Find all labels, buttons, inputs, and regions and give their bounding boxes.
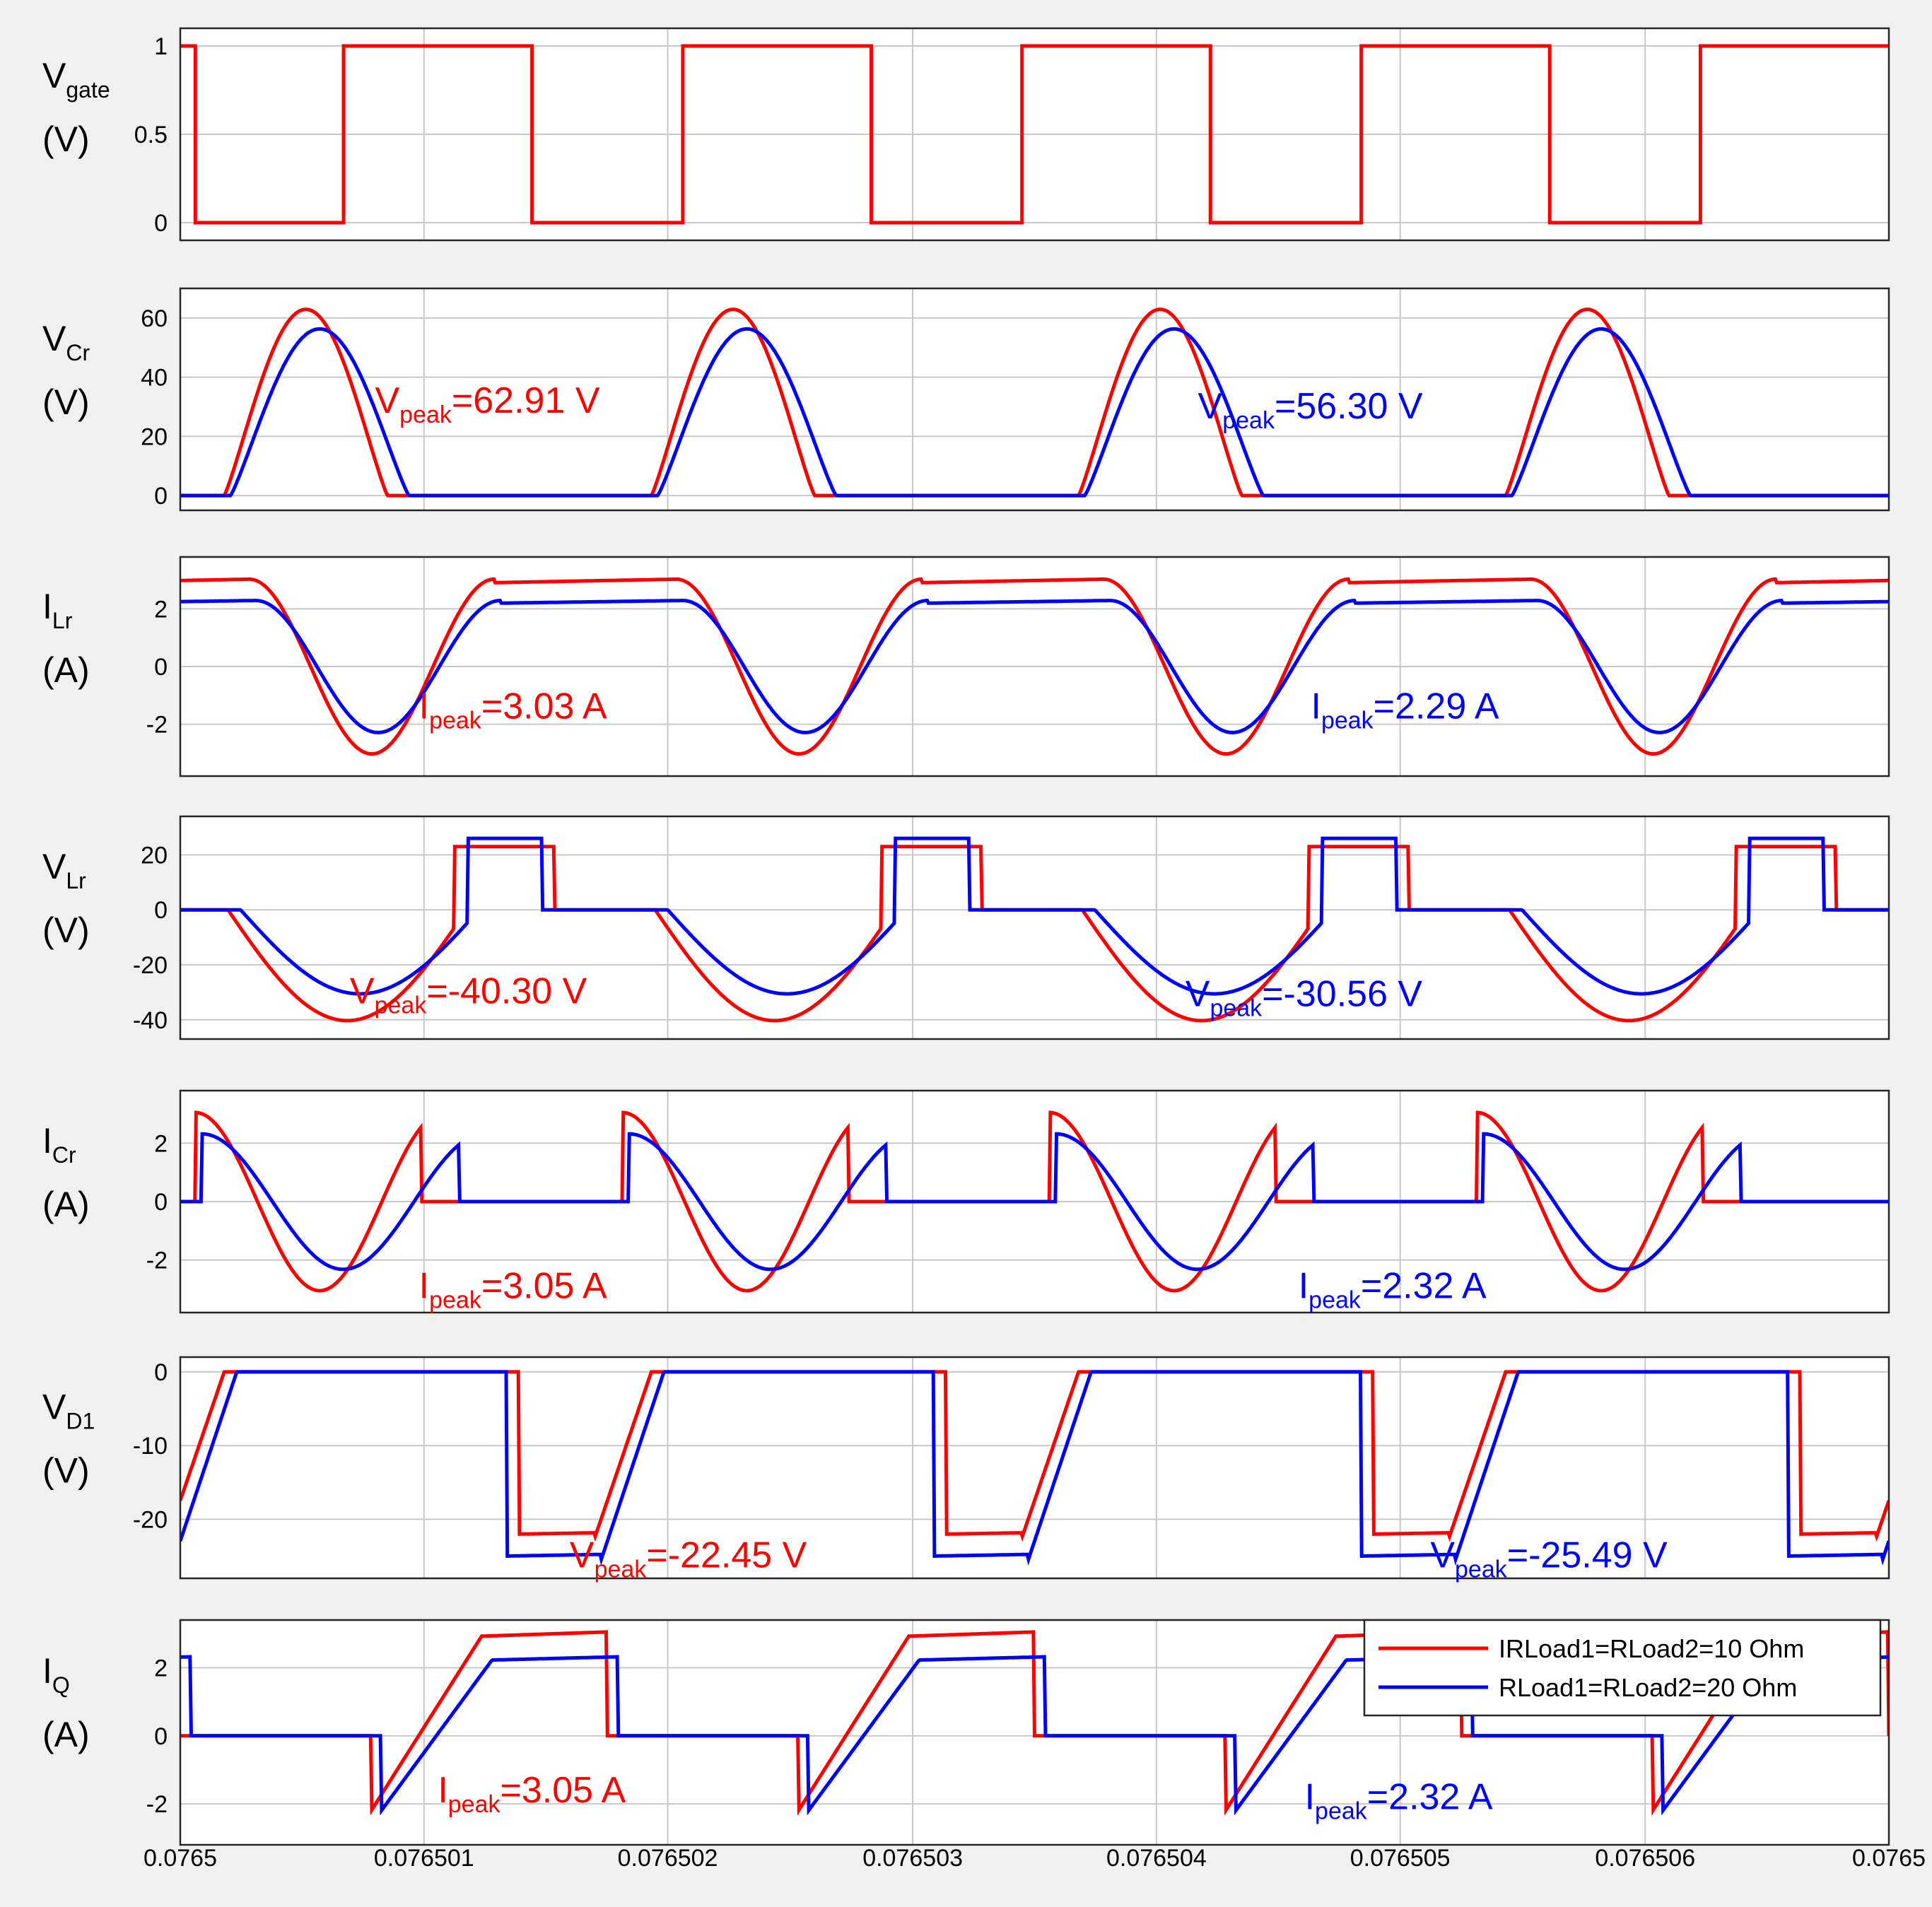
panel-ilr: -2 0 2 ILr (A) Ipeak=3.03 A Ipeak=2.29 A	[42, 556, 1890, 778]
frame-icr	[179, 1089, 1890, 1314]
ylabel-unit-vd1: (V)	[42, 1451, 90, 1491]
legend-box	[1363, 1619, 1882, 1717]
panel-vd1: -20 -10 0 VD1 (V) Vpeak=-22.45 V Vpeak=-25.49 …	[42, 1356, 1890, 1583]
xtick-label: 0.076502	[618, 1845, 718, 1872]
legend-label-1: RLoad1=RLoad2=20 Ohm	[1499, 1673, 1797, 1702]
ytick-label-vgate: 1	[154, 33, 168, 60]
ylabel-icr: ICr	[42, 1121, 76, 1168]
ytick-label-vlr: -40	[133, 1007, 168, 1034]
ytick-label-vd1: 0	[154, 1359, 168, 1386]
panel-vcr: 0 20 40 60 VCr (V) Vpeak=62.91 V Vpeak=56.30 V	[42, 287, 1890, 512]
ytick-label-vgate: 0	[154, 210, 168, 237]
series-line-vgate	[180, 44, 1889, 225]
frame-vcr	[179, 287, 1890, 512]
ytick-label-vgate: 0.5	[134, 122, 168, 148]
ylabel-unit-ilr: (A)	[42, 650, 90, 690]
xtick-label: 0.0765	[144, 1845, 217, 1872]
series-line-blue-ilr	[180, 599, 1889, 734]
series-line-blue-vcr	[180, 327, 1889, 498]
panel-icr: -2 0 2 ICr (A) Ipeak=3.05 A Ipeak=2.32 A	[42, 1089, 1890, 1314]
xtick-label: 0.076504	[1106, 1845, 1207, 1872]
series-line-blue-vlr	[180, 836, 1889, 996]
xtick-label: 0.076503	[862, 1845, 963, 1872]
series-line-blue-iq	[180, 1655, 1889, 1816]
ytick-label-ilr: 0	[154, 654, 168, 681]
ylabel-unit-icr: (A)	[42, 1185, 90, 1224]
frame-ilr	[179, 556, 1890, 778]
legend: IRLoad1=RLoad2=10 Ohm RLoad1=RLoad2=20 Oh…	[1363, 1619, 1882, 1717]
frame-iq	[179, 1619, 1890, 1846]
ytick-label-icr: 0	[154, 1189, 168, 1216]
ylabel-unit-iq: (A)	[42, 1715, 90, 1754]
ytick-label-vlr: 20	[141, 842, 168, 869]
annotation-vcr-0: Vpeak=62.91 V	[375, 380, 599, 428]
annotation-ilr-1: Ipeak=2.29 A	[1311, 686, 1499, 734]
ylabel-iq: IQ	[42, 1651, 70, 1698]
ytick-label-vd1: -10	[133, 1433, 168, 1460]
ytick-label-vcr: 20	[141, 423, 168, 450]
ytick-label-iq: -2	[146, 1791, 168, 1818]
annotation-icr-1: Ipeak=2.32 A	[1299, 1265, 1487, 1313]
ytick-label-ilr: -2	[146, 712, 168, 739]
ylabel-vd1: VD1	[42, 1387, 95, 1434]
x-axis: 0.0765 0.076501 0.076502 0.076503 0.076504 0.…	[144, 1845, 1926, 1872]
annotation-vd1-0: Vpeak=-22.45 V	[570, 1535, 807, 1583]
ylabel-unit-vcr: (V)	[42, 382, 90, 422]
ylabel-vcr: VCr	[42, 319, 90, 365]
annotation-vlr-0: Vpeak=-40.30 V	[350, 970, 587, 1019]
ytick-label-icr: 2	[154, 1130, 168, 1157]
annotation-icr-0: Ipeak=3.05 A	[419, 1265, 607, 1313]
series-line-blue-icr	[180, 1132, 1889, 1272]
xtick-label: 0.076505	[1350, 1845, 1451, 1872]
ylabel-unit-vlr: (V)	[42, 910, 90, 950]
annotation-vd1-1: Vpeak=-25.49 V	[1430, 1535, 1668, 1583]
ylabel-vgate: Vgate	[42, 56, 110, 102]
xtick-label: 0.076506	[1595, 1845, 1695, 1872]
annotation-vlr-1: Vpeak=-30.56 V	[1185, 973, 1423, 1021]
ylabel-vlr: VLr	[42, 847, 86, 893]
ytick-label-vd1: -20	[133, 1507, 168, 1534]
plot-area-vcr	[180, 288, 1889, 510]
ytick-label-vlr: 0	[154, 897, 168, 924]
frame-vgate	[179, 27, 1890, 242]
series-line-red-ilr	[180, 577, 1889, 756]
annotation-iq-1: Ipeak=2.32 A	[1305, 1776, 1493, 1824]
ytick-label-iq: 0	[154, 1723, 168, 1750]
frame-vlr	[179, 815, 1890, 1040]
annotation-ilr-0: Ipeak=3.03 A	[419, 686, 607, 734]
ylabel-unit-vgate: (V)	[42, 119, 90, 159]
frame-vd1	[179, 1356, 1890, 1580]
ytick-label-ilr: 2	[154, 596, 168, 623]
panel-vgate: 0 0.5 1 Vgate (V)	[42, 27, 1890, 242]
ylabel-ilr: ILr	[42, 587, 73, 633]
ytick-label-vcr: 60	[141, 305, 168, 332]
xtick-label: 0.0765	[1852, 1845, 1926, 1872]
ytick-label-vcr: 0	[154, 483, 168, 510]
annotation-iq-0: Ipeak=3.05 A	[438, 1770, 626, 1818]
xtick-label: 0.076501	[374, 1845, 474, 1872]
ytick-label-icr: -2	[146, 1248, 168, 1274]
ytick-label-vlr: -20	[133, 952, 168, 979]
ytick-label-vcr: 40	[141, 365, 168, 392]
panel-vlr: -40 -20 0 20 VLr (V) Vpeak=-40.30 V Vpeak=-30.5…	[42, 815, 1890, 1040]
legend-label-0: IRLoad1=RLoad2=10 Ohm	[1499, 1634, 1804, 1663]
series-line-blue-vd1	[180, 1370, 1889, 1566]
annotation-vcr-1: Vpeak=56.30 V	[1198, 386, 1423, 434]
ytick-label-iq: 2	[154, 1655, 168, 1682]
